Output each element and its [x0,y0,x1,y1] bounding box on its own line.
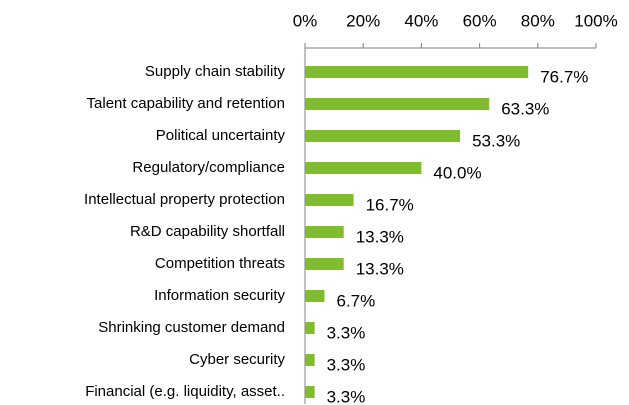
category-label: Supply chain stability [145,63,286,80]
value-label: 6.7% [336,291,375,310]
value-label: 63.3% [501,99,549,118]
category-label: Political uncertainty [156,127,286,144]
value-label: 13.3% [356,259,404,278]
category-label: Cyber security [189,351,285,368]
bar [305,130,461,142]
value-label: 3.3% [327,323,366,342]
bar [305,194,354,206]
x-tick-label: 40% [404,11,438,30]
value-label: 40.0% [433,163,481,182]
value-label: 76.7% [540,67,588,86]
bar [305,322,315,334]
value-label: 3.3% [327,355,366,374]
bar [305,226,344,238]
x-tick-label: 60% [463,11,497,30]
category-label: Shrinking customer demand [98,319,285,336]
bar [305,66,529,78]
value-label: 3.3% [327,387,366,405]
category-label: Financial (e.g. liquidity, asset.. [85,383,285,400]
category-label: Regulatory/compliance [132,159,285,176]
x-tick-label: 0% [293,11,318,30]
bar [305,354,315,366]
category-label: Talent capability and retention [87,95,285,112]
category-label: Information security [154,287,285,304]
value-label: 13.3% [356,227,404,246]
category-label: Competition threats [155,255,285,272]
x-tick-label: 100% [574,11,617,30]
value-label: 16.7% [366,195,414,214]
bar [305,290,325,302]
category-label: Intellectual property protection [84,191,285,208]
category-label: R&D capability shortfall [130,223,285,240]
bar [305,98,490,110]
bar [305,162,422,174]
value-label: 53.3% [472,131,520,150]
bar [305,258,344,270]
x-tick-label: 80% [521,11,555,30]
x-tick-label: 20% [346,11,380,30]
bar [305,386,315,398]
